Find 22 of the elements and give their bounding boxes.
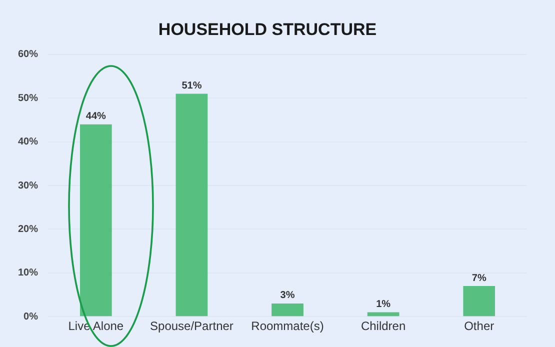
bar [176, 94, 208, 316]
bar [80, 124, 112, 316]
data-label: 44% [86, 111, 106, 122]
y-tick-label: 10% [18, 268, 38, 279]
data-label: 1% [376, 298, 391, 310]
y-tick-label: 20% [18, 224, 38, 235]
bar [272, 303, 304, 316]
y-tick-label: 40% [18, 136, 38, 148]
y-tick-label: 60% [18, 49, 38, 60]
data-label: 51% [182, 80, 202, 92]
data-label: 7% [472, 272, 486, 284]
x-tick-label: Spouse/Partner [150, 319, 234, 334]
chart-title: HOUSEHOLD STRUCTURE [158, 20, 377, 39]
bar [463, 286, 496, 316]
x-tick-label: Children [360, 319, 406, 334]
x-tick-label: Other [464, 319, 494, 334]
x-tick-label: Roommate(s) [251, 319, 324, 334]
data-label: 3% [280, 290, 295, 302]
y-tick-label: 0% [24, 311, 38, 322]
y-tick-label: 30% [18, 180, 38, 192]
y-tick-label: 50% [18, 92, 38, 104]
bar [367, 312, 400, 316]
